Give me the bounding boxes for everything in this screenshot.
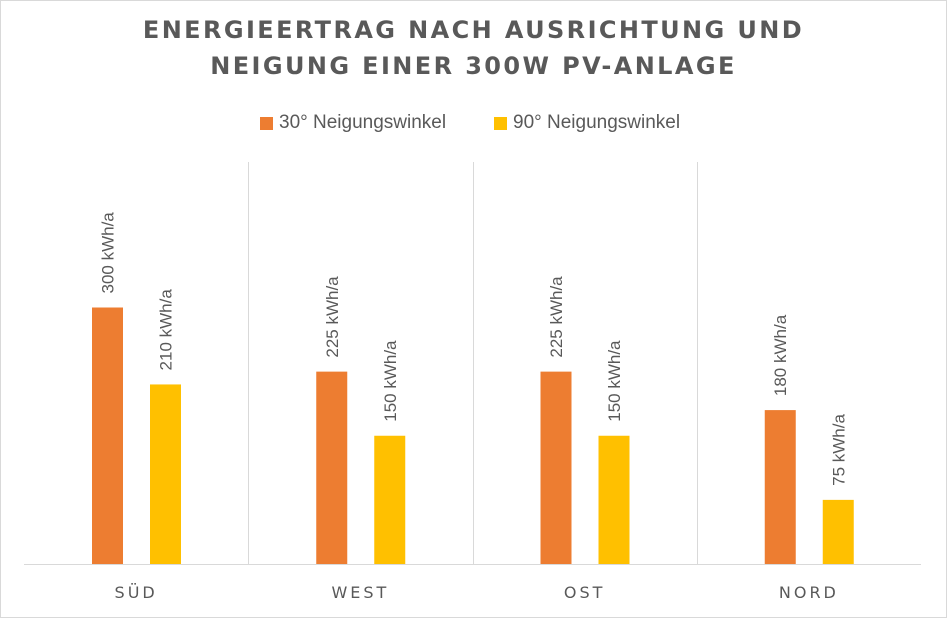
- data-label: 150 kWh/a: [605, 340, 624, 422]
- data-label: 180 kWh/a: [771, 314, 790, 396]
- bar-30-grad: [764, 410, 796, 564]
- bar-90-grad: [822, 499, 854, 564]
- bar-90-grad: [598, 435, 630, 564]
- bar-30-grad: [92, 307, 123, 564]
- x-tick-label: WEST: [331, 583, 389, 602]
- x-tick-label: SÜD: [115, 583, 158, 602]
- bar-30-grad: [316, 371, 348, 564]
- bar-90-grad: [150, 384, 181, 564]
- bar-30-grad: [540, 371, 572, 564]
- data-label: 75 kWh/a: [829, 414, 848, 486]
- chart-title-line-1: ENERGIEERTRAG NACH AUSRICHTUNG UND: [142, 16, 805, 44]
- data-label: 300 kWh/a: [99, 212, 118, 294]
- legend-label-30-grad: 30° Neigungswinkel: [279, 112, 447, 133]
- data-label: 210 kWh/a: [157, 289, 176, 371]
- data-label: 225 kWh/a: [547, 276, 566, 358]
- data-label: 225 kWh/a: [323, 276, 342, 358]
- x-tick-label: NORD: [779, 583, 839, 602]
- x-tick-label: OST: [564, 583, 606, 602]
- legend-item-90-grad: 90° Neigungswinkel: [494, 112, 680, 134]
- data-label: 150 kWh/a: [381, 340, 400, 422]
- bar-90-grad: [374, 435, 406, 564]
- chart-title-line-2: NEIGUNG EINER 300W PV-ANLAGE: [210, 52, 737, 80]
- legend-item-30-grad: 30° Neigungswinkel: [260, 112, 446, 134]
- legend-swatch-30-grad: [260, 116, 273, 130]
- legend-swatch-90-grad: [494, 116, 507, 130]
- legend-label-90-grad: 90° Neigungswinkel: [513, 112, 681, 133]
